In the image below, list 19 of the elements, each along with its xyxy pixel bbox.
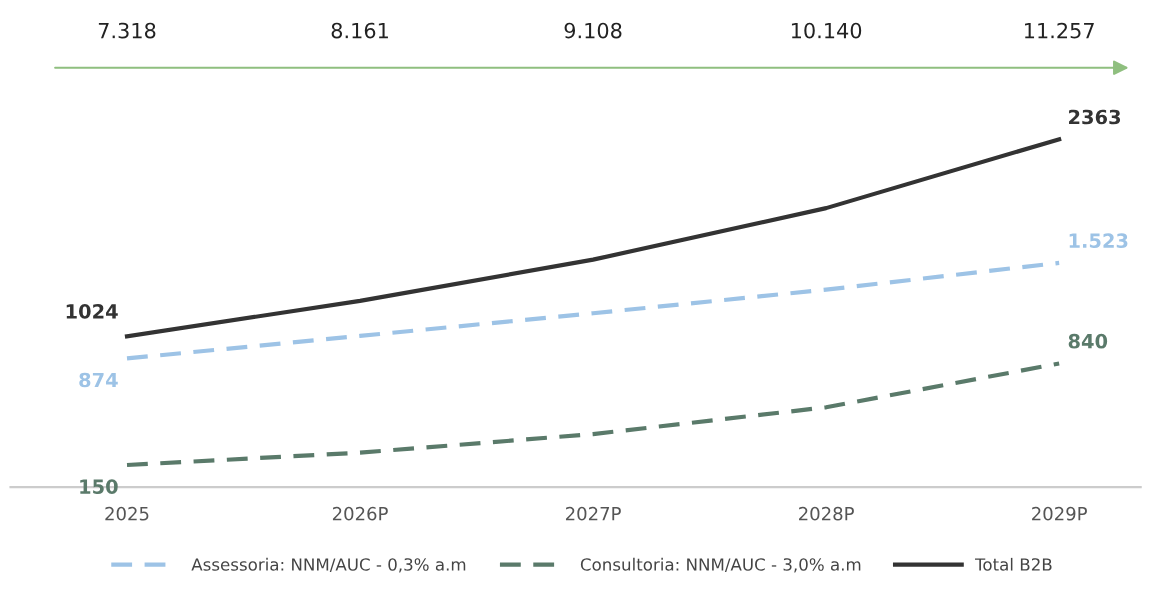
- x-tick-label: 2026P: [332, 506, 388, 521]
- data-label: 1024: [66, 303, 118, 319]
- text: 11.257: [1025, 22, 1094, 39]
- data-label: 150: [80, 479, 118, 494]
- text: 7.318: [98, 22, 156, 39]
- x-tick-label: 2027P: [565, 506, 621, 521]
- x-tick-label: 2025: [105, 506, 149, 521]
- data-label: 2363: [1069, 109, 1121, 125]
- x-tick-label: 2029P: [1032, 506, 1087, 521]
- legend-label: Consultoria: NNM/AUC - 3,0% a.m: [580, 557, 861, 573]
- text: 8.161: [331, 22, 388, 39]
- legend-label: Total B2B: [975, 557, 1052, 571]
- data-label: 840: [1068, 333, 1108, 349]
- data-label: 1.523: [1069, 233, 1128, 249]
- text: 9.108: [564, 22, 622, 39]
- data-label: 874: [79, 372, 118, 388]
- legend-label: Assessoria: NNM/AUC - 0,3% a.m: [191, 557, 466, 573]
- x-tick-label: 2028P: [799, 506, 854, 521]
- text: 10.140: [791, 22, 862, 39]
